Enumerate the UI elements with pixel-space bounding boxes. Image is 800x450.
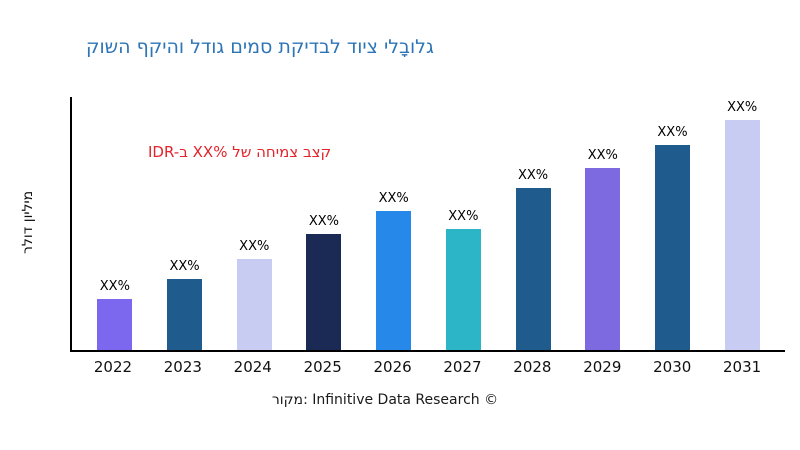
x-tick-label-2024: 2024 — [233, 358, 272, 376]
bar-slot-2022: XX% — [80, 97, 150, 350]
x-tick-label-2030: 2030 — [653, 358, 692, 376]
x-tick-label-2027: 2027 — [443, 358, 482, 376]
x-tick-label-2022: 2022 — [93, 358, 133, 376]
bar-value-label: XX% — [657, 125, 688, 141]
bar-value-label: XX% — [169, 259, 200, 275]
bar-value-label: XX% — [448, 208, 479, 224]
plot-area: XX% XX% XX% XX% XX% XX% XX% XX% XX% XX% — [70, 97, 785, 352]
bar-slot-2026: XX% — [359, 97, 429, 350]
bar-value-label: XX% — [308, 213, 340, 229]
bar-2023 — [167, 279, 203, 350]
chart-title: קושה ףקיהו לדוג םימס תקידבל דויצ ילבָולג — [86, 36, 434, 58]
y-axis-label: רלוד ןוילימ — [20, 190, 36, 254]
x-tick-label-2026: 2026 — [373, 358, 412, 376]
bar-2030 — [654, 145, 690, 350]
growth-rate-annotation: IDR-ב XX% לש החימצ בצק — [148, 143, 332, 161]
bar-slot-2030: XX% — [638, 97, 708, 350]
x-tick-label-2029: 2029 — [583, 358, 622, 376]
x-tick-label-2031: 2031 — [723, 358, 762, 376]
bars-row: XX% XX% XX% XX% XX% XX% XX% XX% XX% XX% — [72, 97, 785, 350]
bar-2022 — [97, 299, 133, 350]
bar-value-label: XX% — [517, 168, 549, 184]
bar-2028 — [515, 188, 551, 350]
bar-value-label: XX% — [587, 147, 618, 163]
bar-slot-2031: XX% — [707, 97, 777, 350]
bar-slot-2023: XX% — [150, 97, 220, 350]
bar-value-label: XX% — [727, 99, 758, 115]
source-caption: רוקמ: Infinitive Data Research © — [271, 392, 499, 408]
bar-2026 — [376, 210, 412, 350]
x-tick-label-2025: 2025 — [303, 358, 342, 376]
bar-value-label: XX% — [378, 190, 409, 206]
x-tick-label-2023: 2023 — [163, 358, 202, 376]
bar-slot-2028: XX% — [498, 97, 568, 350]
bar-value-label: XX% — [99, 279, 130, 295]
bar-slot-2025: XX% — [289, 97, 359, 350]
bar-2027 — [445, 228, 481, 350]
x-axis-labels: 2022 2023 2024 2025 2026 2027 2028 2029 2030 2031 — [70, 358, 785, 376]
x-tick-label-2028: 2028 — [513, 358, 552, 376]
bar-slot-2029: XX% — [568, 97, 638, 350]
bar-2029 — [585, 167, 621, 350]
bar-2031 — [724, 119, 760, 350]
bar-2024 — [236, 258, 272, 350]
bar-slot-2024: XX% — [219, 97, 289, 350]
bar-value-label: XX% — [239, 238, 270, 254]
bar-2025 — [306, 233, 342, 350]
bar-slot-2027: XX% — [429, 97, 499, 350]
